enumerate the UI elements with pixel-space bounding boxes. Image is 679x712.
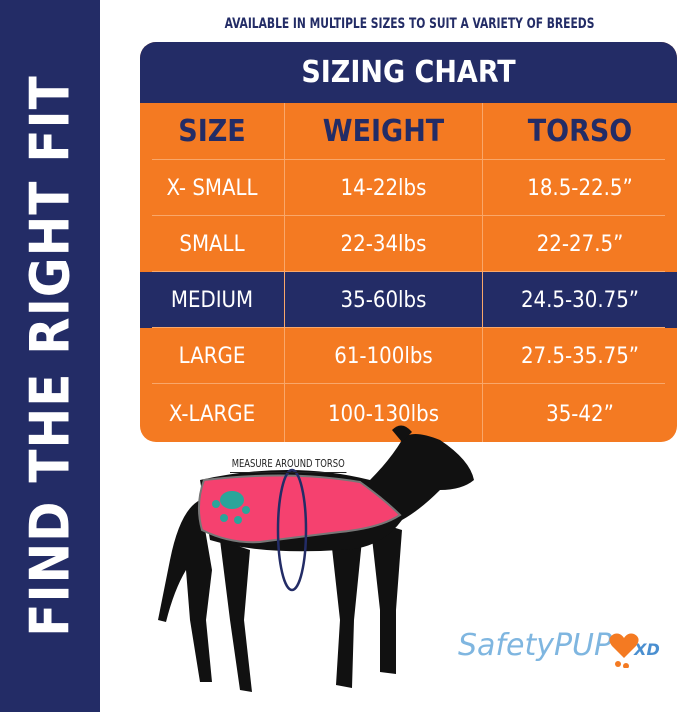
side-title: FIND THE RIGHT FIT — [18, 75, 82, 637]
table-row: SMALL 22-34lbs 22-27.5” — [140, 216, 677, 272]
torso-cell: 22-27.5” — [536, 231, 624, 257]
weight-cell: 14-22lbs — [285, 160, 483, 216]
heart-paw-icon — [609, 633, 639, 668]
header-torso: TORSO — [527, 114, 633, 149]
brand-logo: SafetyPUP XD — [458, 628, 660, 668]
torso-cell: 27.5-35.75” — [520, 343, 640, 369]
size-cell: MEDIUM — [140, 272, 285, 328]
header-size: SIZE — [140, 103, 285, 160]
weight-cell: 61-100lbs — [285, 328, 483, 384]
size-cell: SMALL — [140, 216, 285, 272]
side-band: FIND THE RIGHT FIT — [0, 0, 100, 712]
weight-cell: 22-34lbs — [285, 216, 483, 272]
table-row: LARGE 61-100lbs 27.5-35.75” — [140, 328, 677, 384]
dog-in-vest-image — [158, 425, 474, 692]
measure-label: MEASURE AROUND TORSO — [230, 457, 347, 473]
subtitle: AVAILABLE IN MULTIPLE SIZES TO SUIT A VA… — [224, 16, 595, 32]
table-row: X-LARGE 100-130lbs 35-42” — [140, 384, 677, 442]
table-row: X- SMALL 14-22lbs 18.5-22.5” — [140, 160, 677, 216]
logo-text: SafetyPUP — [458, 628, 613, 663]
header-row: SIZE WEIGHT TORSO — [140, 103, 677, 160]
sizing-chart: SIZING CHART SIZE WEIGHT TORSO X- SMALL … — [140, 42, 677, 442]
weight-cell: 35-60lbs — [285, 272, 483, 328]
table-row-highlighted: MEDIUM 35-60lbs 24.5-30.75” — [140, 272, 677, 328]
chart-title: SIZING CHART — [140, 42, 677, 103]
size-cell: X-LARGE — [140, 384, 285, 442]
torso-cell: 18.5-22.5” — [527, 175, 633, 201]
header-weight: WEIGHT — [285, 103, 483, 160]
logo-suffix: XD — [634, 640, 660, 659]
size-cell: LARGE — [140, 328, 285, 384]
torso-cell: 24.5-30.75” — [520, 287, 640, 313]
size-cell: X- SMALL — [140, 160, 285, 216]
torso-cell: 35-42” — [546, 401, 614, 427]
weight-cell: 100-130lbs — [285, 384, 483, 442]
